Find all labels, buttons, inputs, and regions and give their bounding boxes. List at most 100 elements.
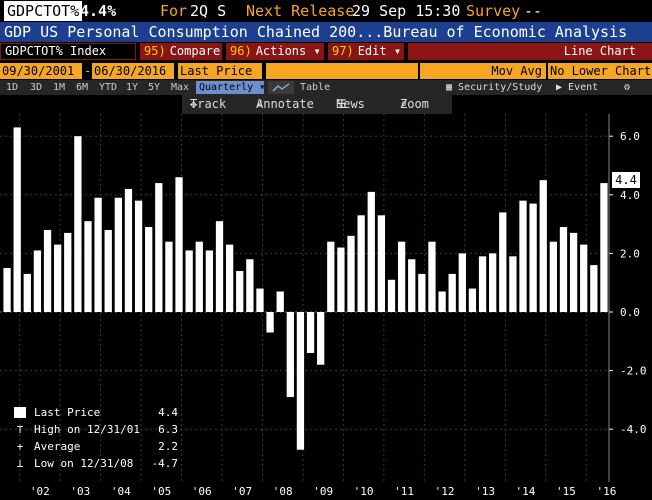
bar[interactable]	[236, 270, 244, 312]
bar[interactable]	[3, 268, 11, 312]
lower-chart-selector[interactable]: No Lower Chart	[548, 63, 652, 79]
actions-label: Actions	[255, 44, 307, 58]
bar[interactable]	[155, 183, 163, 312]
bar[interactable]	[134, 200, 143, 312]
bar[interactable]	[215, 221, 224, 312]
bar[interactable]	[519, 200, 527, 312]
line-chart-toggle[interactable]	[268, 81, 294, 94]
bar[interactable]	[418, 273, 426, 312]
bar[interactable]	[468, 288, 477, 312]
start-date-input[interactable]: 09/30/2001	[0, 63, 82, 79]
moving-average-selector[interactable]: Mov Avg	[420, 63, 546, 79]
bar[interactable]	[590, 265, 598, 312]
bar[interactable]	[529, 203, 537, 312]
line-chart-icon	[272, 83, 290, 92]
bar[interactable]	[377, 215, 386, 312]
bar[interactable]	[499, 212, 507, 312]
event-button[interactable]: ▶ Event	[556, 80, 598, 95]
bar[interactable]	[408, 259, 416, 312]
bar[interactable]	[246, 259, 254, 312]
bar[interactable]	[337, 247, 345, 312]
bar[interactable]	[539, 180, 547, 312]
security-study-button[interactable]: ▦ Security/Study	[446, 80, 542, 95]
legend-low: ⊥ Low on 12/31/08 -4.7	[8, 455, 178, 472]
bar[interactable]	[205, 250, 214, 312]
field-blank[interactable]	[266, 63, 418, 79]
period-5y[interactable]: 5Y	[148, 82, 161, 93]
legend-last-price: Last Price 4.4	[8, 404, 178, 421]
bar[interactable]	[306, 312, 315, 354]
period-1d[interactable]: 1D	[6, 82, 19, 93]
bar[interactable]	[489, 253, 497, 312]
bar[interactable]	[438, 291, 446, 312]
bar[interactable]	[580, 244, 588, 312]
survey-label: Survey	[466, 2, 521, 20]
end-date-input[interactable]: 06/30/2016	[92, 63, 174, 79]
bar[interactable]	[64, 232, 72, 312]
bar[interactable]	[13, 127, 21, 312]
period-6m[interactable]: 6M	[76, 82, 89, 93]
edit-menu[interactable]: 97) Edit ▾	[328, 43, 404, 60]
average-marker-icon: +	[16, 440, 24, 453]
x-tick-label: '11	[394, 485, 414, 498]
bar[interactable]	[296, 312, 305, 450]
period-ytd[interactable]: YTD	[99, 82, 118, 93]
bar[interactable]	[175, 177, 183, 312]
bar[interactable]	[458, 253, 466, 312]
table-button[interactable]: Table	[300, 82, 331, 93]
y-tick-label: -2.0	[620, 365, 647, 378]
bar[interactable]	[478, 256, 487, 312]
period-3d[interactable]: 3D	[30, 82, 43, 93]
index-label: GDPCTOT% Index	[5, 44, 107, 58]
bar[interactable]	[43, 229, 52, 312]
bar[interactable]	[124, 188, 133, 312]
bar[interactable]	[509, 256, 517, 312]
period-1m[interactable]: 1M	[53, 82, 66, 93]
x-tick-label: '12	[435, 485, 455, 498]
frequency-selector[interactable]: Quarterly ▾	[196, 81, 265, 94]
gear-icon[interactable]: ⚙	[624, 82, 631, 93]
period-max[interactable]: Max	[171, 82, 190, 93]
bar[interactable]	[549, 241, 558, 312]
bar[interactable]	[145, 227, 153, 312]
bar[interactable]	[448, 273, 456, 312]
bar[interactable]	[397, 241, 406, 312]
bar[interactable]	[84, 221, 92, 312]
bar[interactable]	[165, 241, 173, 312]
compare-menu[interactable]: 95)Compare ▾	[140, 43, 235, 60]
bar[interactable]	[114, 197, 122, 312]
x-tick-label: '13	[475, 485, 495, 498]
bar[interactable]	[266, 312, 274, 333]
bar[interactable]	[195, 241, 203, 312]
index-field[interactable]: GDPCTOT% Index	[0, 43, 136, 60]
edit-number: 97)	[332, 44, 354, 58]
actions-menu[interactable]: 96) Actions ▾	[226, 43, 324, 60]
field-selector[interactable]: Last Price	[178, 63, 262, 79]
legend-last-price-label: Last Price	[34, 406, 101, 419]
bar[interactable]	[94, 197, 102, 312]
bar[interactable]	[185, 250, 193, 312]
bar[interactable]	[74, 136, 82, 312]
bar[interactable]	[256, 288, 264, 312]
bar[interactable]	[347, 235, 355, 312]
bar[interactable]	[559, 227, 568, 312]
bar[interactable]	[53, 244, 62, 312]
bar[interactable]	[367, 191, 375, 312]
bar[interactable]	[387, 279, 396, 312]
bar[interactable]	[276, 291, 284, 312]
bar[interactable]	[569, 232, 578, 312]
bar[interactable]	[225, 244, 234, 312]
bar[interactable]	[317, 312, 325, 365]
ticker-symbol[interactable]: GDPCTOT%	[4, 1, 83, 21]
bar[interactable]	[327, 241, 335, 312]
bar[interactable]	[357, 215, 365, 312]
track-label: Track	[190, 97, 227, 111]
bar[interactable]	[23, 273, 31, 312]
bar-chart[interactable]: -4.0 -2.0 0.0 2.0 4.0 6.0 '02 '03 '04 '05 '06 '07 '…	[0, 114, 652, 500]
bar[interactable]	[600, 183, 608, 312]
bar[interactable]	[104, 229, 112, 312]
period-1y[interactable]: 1Y	[126, 82, 139, 93]
bar[interactable]	[428, 241, 436, 312]
bar[interactable]	[286, 312, 294, 397]
bar[interactable]	[33, 250, 42, 312]
